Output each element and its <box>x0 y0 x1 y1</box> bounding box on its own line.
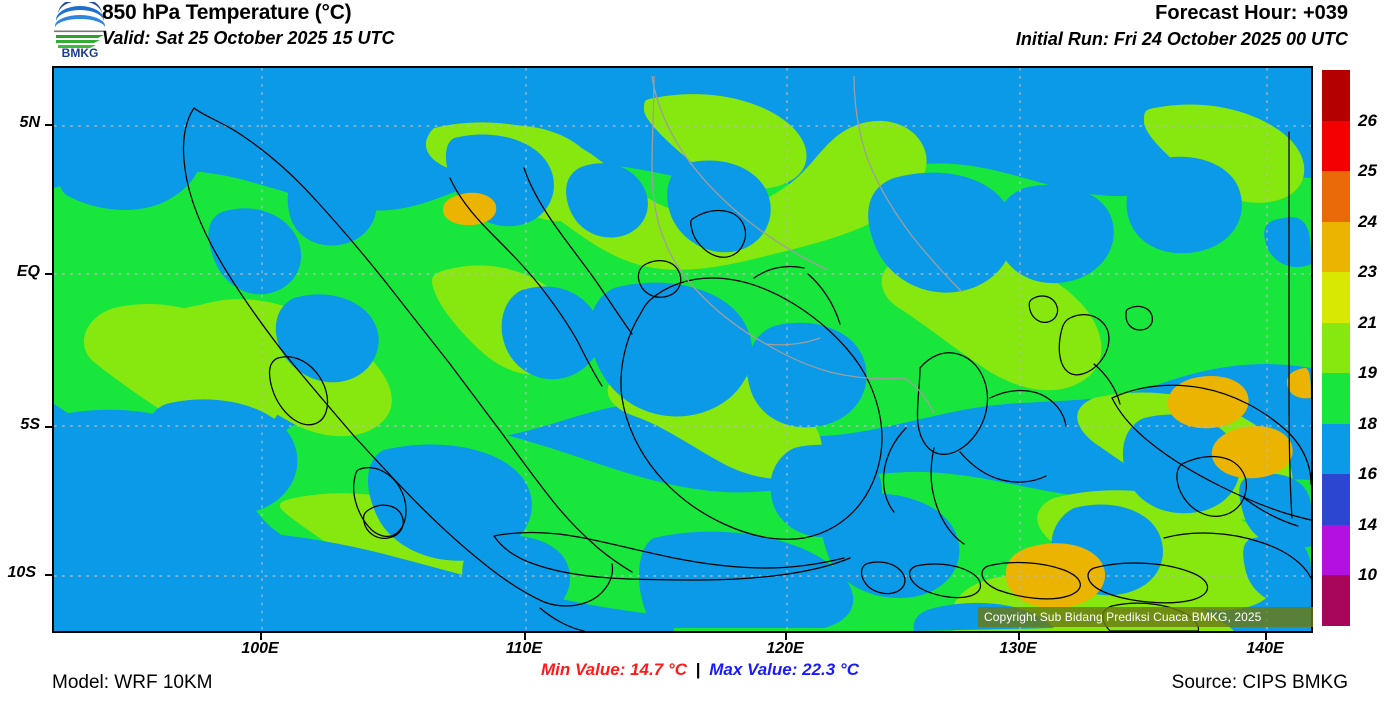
colorbar-tick-23: 23 <box>1358 262 1377 282</box>
colorbar-band-24-25 <box>1322 171 1350 222</box>
lat-tick-eq <box>45 273 52 275</box>
lat-label-eq: EQ <box>16 263 40 280</box>
temperature-field <box>54 68 1311 631</box>
minmax-separator: | <box>695 660 701 679</box>
colorbar-tick-18: 18 <box>1358 413 1377 433</box>
initial-run-label: Initial Run: Fri 24 October 2025 00 UTC <box>1015 29 1348 49</box>
colorbar-band-23-24 <box>1322 221 1350 273</box>
source-label: Source: CIPS BMKG <box>1171 672 1348 693</box>
forecast-hour-label: Forecast Hour: +039 <box>1155 2 1348 24</box>
lat-label-5n: 5N <box>19 114 40 131</box>
copyright-text: Copyright Sub Bidang Prediksi Cuaca BMKG… <box>984 610 1262 624</box>
colorbar-tick-19: 19 <box>1358 363 1377 383</box>
lon-tick-120e <box>785 633 787 640</box>
valid-time-label: Valid: Sat 25 October 2025 15 UTC <box>102 28 395 48</box>
bmkg-logo-icon: BMKG <box>54 2 106 58</box>
model-label: Model: WRF 10KM <box>52 672 213 693</box>
colorbar-band-19-21 <box>1322 322 1350 374</box>
colorbar-tick-24: 24 <box>1358 211 1377 231</box>
colorbar-band-21-23 <box>1322 272 1350 323</box>
header-left: BMKG 850 hPa Temperature (°C) Valid: Sat… <box>30 0 790 60</box>
colorbar-band-10-14 <box>1322 524 1350 576</box>
lat-label-5s: 5S <box>20 416 40 433</box>
graticule <box>54 68 1311 631</box>
lon-tick-100e <box>260 633 262 640</box>
header-right: Forecast Hour: +039 Initial Run: Fri 24 … <box>1016 0 1348 52</box>
lat-tick-5n <box>45 124 52 126</box>
lon-label-100e: 100E <box>241 640 279 657</box>
colorbar-band-25-26 <box>1322 120 1350 172</box>
lon-label-130e: 130E <box>999 640 1037 657</box>
colorbar-tick-21: 21 <box>1358 312 1377 332</box>
max-value-label: Max Value: 22.3 °C <box>709 660 860 679</box>
band-23-24 <box>442 192 1311 609</box>
colorbar-tick-14: 14 <box>1358 514 1377 534</box>
page-title: 850 hPa Temperature (°C) <box>102 1 352 24</box>
country-borders <box>651 75 963 415</box>
lon-label-120e: 120E <box>766 640 804 657</box>
colorbar-band-<10 <box>1322 575 1350 626</box>
min-value-label: Min Value: 14.7 °C <box>540 660 687 679</box>
lon-label-110e: 110E <box>505 640 543 657</box>
colorbar-tick-25: 25 <box>1358 161 1377 181</box>
lon-tick-130e <box>1018 633 1020 640</box>
bmkg-logo-text: BMKG <box>62 46 99 58</box>
colorbar-tick-16: 16 <box>1358 464 1377 484</box>
lat-label-10s: 10S <box>7 564 36 581</box>
colorbar-band-16-18 <box>1322 423 1350 475</box>
minmax-label: Min Value: 14.7 °C | Max Value: 22.3 °C <box>0 660 1400 680</box>
lat-tick-5s <box>45 426 52 428</box>
map-canvas[interactable] <box>52 66 1313 633</box>
colorbar-band-18-19 <box>1322 373 1350 424</box>
copyright-band <box>978 607 1313 627</box>
colorbar-tick-10: 10 <box>1358 565 1377 585</box>
colorbar-tick-26: 26 <box>1358 110 1377 130</box>
colorbar-band->26 <box>1322 70 1350 121</box>
lon-label-140e: 140E <box>1246 640 1284 657</box>
lat-tick-10s <box>45 574 52 576</box>
colorbar[interactable] <box>1322 70 1350 626</box>
lon-tick-140e <box>1265 633 1267 640</box>
colorbar-band-14-16 <box>1322 474 1350 525</box>
lon-tick-110e <box>524 633 526 640</box>
